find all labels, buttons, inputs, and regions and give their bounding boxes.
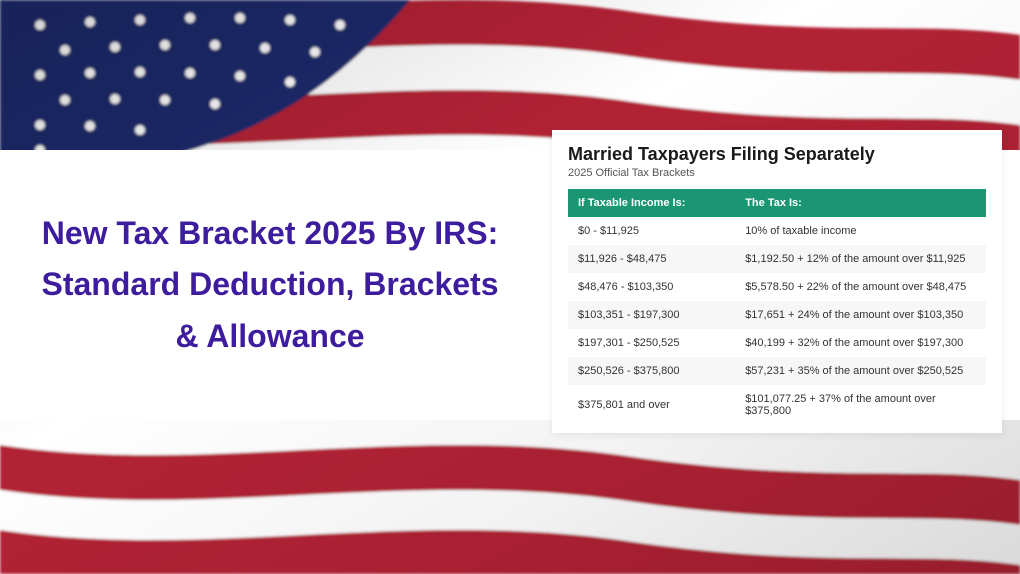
cell-income: $48,476 - $103,350	[568, 273, 735, 301]
cell-tax: $1,192.50 + 12% of the amount over $11,9…	[735, 245, 986, 273]
table-header-tax: The Tax Is:	[735, 189, 986, 217]
cell-tax: 10% of taxable income	[735, 217, 986, 245]
cell-tax: $17,651 + 24% of the amount over $103,35…	[735, 301, 986, 329]
tax-card: Married Taxpayers Filing Separately 2025…	[552, 130, 1002, 433]
cell-income: $0 - $11,925	[568, 217, 735, 245]
cell-tax: $5,578.50 + 22% of the amount over $48,4…	[735, 273, 986, 301]
table-row: $197,301 - $250,525$40,199 + 32% of the …	[568, 329, 986, 357]
headline-text: New Tax Bracket 2025 By IRS: Standard De…	[30, 208, 510, 362]
table-row: $11,926 - $48,475$1,192.50 + 12% of the …	[568, 245, 986, 273]
table-row: $250,526 - $375,800$57,231 + 35% of the …	[568, 357, 986, 385]
cell-tax: $101,077.25 + 37% of the amount over $37…	[735, 385, 986, 425]
card-subtitle: 2025 Official Tax Brackets	[568, 167, 986, 179]
card-title: Married Taxpayers Filing Separately	[568, 144, 986, 165]
cell-tax: $57,231 + 35% of the amount over $250,52…	[735, 357, 986, 385]
table-row: $103,351 - $197,300$17,651 + 24% of the …	[568, 301, 986, 329]
table-header-income: If Taxable Income Is:	[568, 189, 735, 217]
cell-income: $197,301 - $250,525	[568, 329, 735, 357]
cell-income: $375,801 and over	[568, 385, 735, 425]
table-row: $0 - $11,92510% of taxable income	[568, 217, 986, 245]
cell-income: $250,526 - $375,800	[568, 357, 735, 385]
headline-box: New Tax Bracket 2025 By IRS: Standard De…	[0, 150, 540, 420]
tax-table: If Taxable Income Is: The Tax Is: $0 - $…	[568, 189, 986, 425]
cell-income: $103,351 - $197,300	[568, 301, 735, 329]
cell-tax: $40,199 + 32% of the amount over $197,30…	[735, 329, 986, 357]
table-row: $375,801 and over$101,077.25 + 37% of th…	[568, 385, 986, 425]
table-row: $48,476 - $103,350$5,578.50 + 22% of the…	[568, 273, 986, 301]
cell-income: $11,926 - $48,475	[568, 245, 735, 273]
